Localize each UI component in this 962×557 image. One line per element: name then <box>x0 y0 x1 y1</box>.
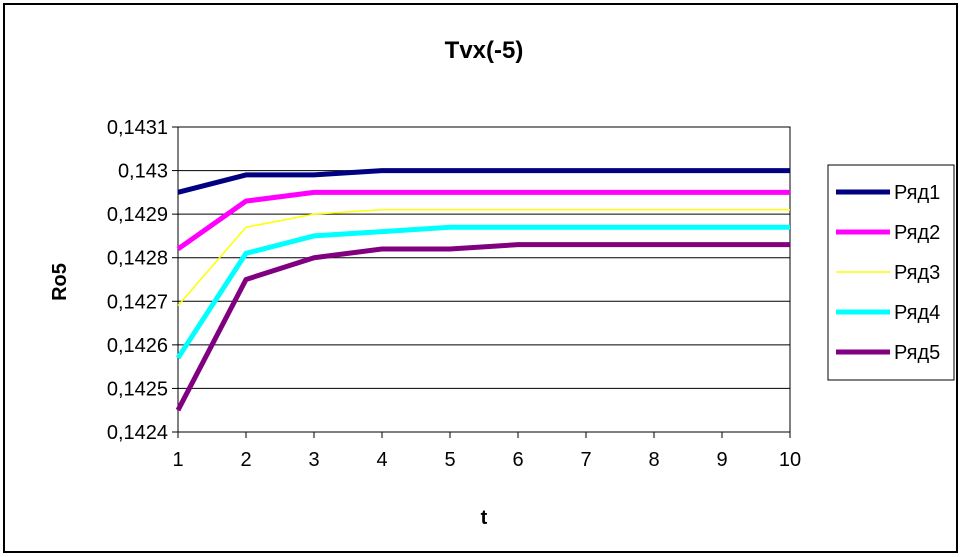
legend-label-4: Ряд4 <box>894 302 940 324</box>
series-line-2 <box>176 189 790 252</box>
series-line-4 <box>175 224 790 360</box>
chart-area-border <box>3 3 958 553</box>
y-tick-label: 0,1424 <box>107 422 168 444</box>
legend-label-2: Ряд2 <box>894 222 940 244</box>
legend: Ряд1 Ряд2 Ряд3 Ряд4 Ряд5 <box>827 164 955 381</box>
x-tick-label: 1 <box>172 449 183 471</box>
y-tick-label: 0,143 <box>118 161 168 183</box>
y-tick-label: 0,1426 <box>107 335 168 357</box>
y-tick-label: 0,1431 <box>107 117 168 139</box>
x-tick-label: 9 <box>716 449 727 471</box>
x-tick-label: 8 <box>648 449 659 471</box>
y-tick-label: 0,1428 <box>107 248 168 270</box>
legend-label-5: Ряд5 <box>894 342 940 364</box>
x-tick-label: 3 <box>308 449 319 471</box>
legend-label-3: Ряд3 <box>894 262 940 284</box>
y-tick-label: 0,1425 <box>107 378 168 400</box>
x-tick-label: 4 <box>376 449 387 471</box>
y-tick-label: 0,1427 <box>107 291 168 313</box>
plot-area: 0,1424 0,1425 0,1426 0,1427 0,1428 0,1429 0,14… <box>107 117 801 471</box>
x-tick-label: 7 <box>580 449 591 471</box>
plot-frame <box>177 126 791 433</box>
y-tick-label: 0,1429 <box>107 204 168 226</box>
series-line-3 <box>177 209 790 307</box>
series-line-5 <box>175 242 790 412</box>
x-tick-label: 2 <box>240 449 251 471</box>
x-tick-label: 6 <box>512 449 523 471</box>
x-axis-title: t <box>481 507 488 529</box>
series-line-1 <box>177 168 790 195</box>
y-axis-title: Ro5 <box>49 263 71 301</box>
x-tick-label: 5 <box>444 449 455 471</box>
x-tick-label: 10 <box>779 449 801 471</box>
legend-label-1: Ряд1 <box>894 182 940 204</box>
chart-title: Tvx(-5) <box>445 37 524 64</box>
